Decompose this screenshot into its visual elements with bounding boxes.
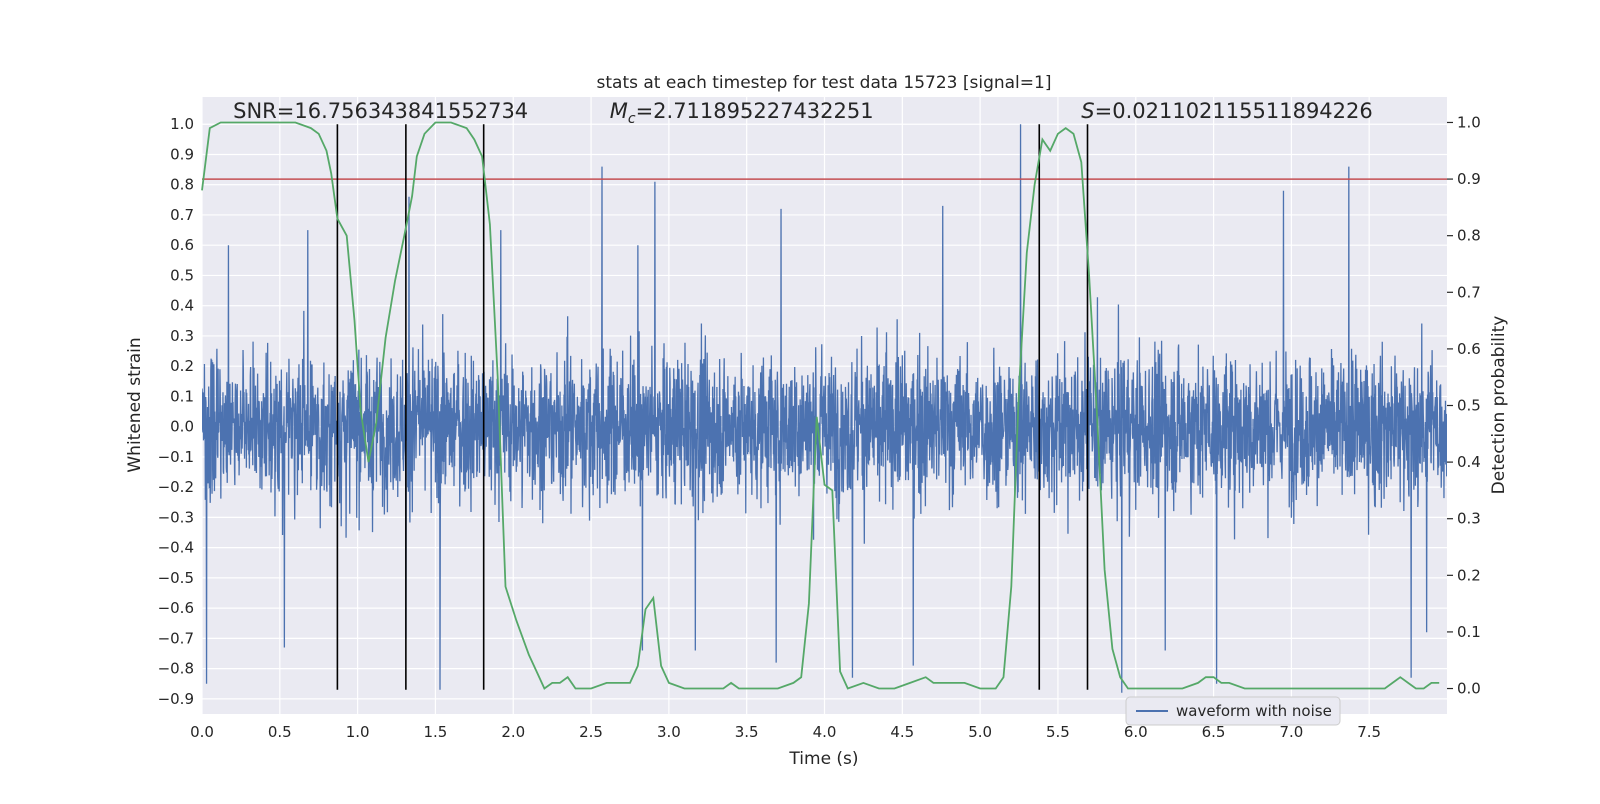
x-tick-label-10: 5.0	[968, 723, 992, 741]
x-tick-label-13: 6.5	[1202, 723, 1226, 741]
x-tick-label-0: 0.0	[190, 723, 214, 741]
y-right-tick-labels: 0.0 0.1 0.2 0.3 0.4 0.5 0.6 0.7 0.8 0.9 1.0	[1447, 113, 1481, 698]
x-tick-label-14: 7.0	[1279, 723, 1303, 741]
y-tick-label-16: 0.7	[170, 206, 194, 224]
y-right-tick-label-10: 1.0	[1457, 113, 1481, 131]
y-tick-label-9: 0.0	[170, 418, 194, 436]
y-right-tick-label-6: 0.6	[1457, 340, 1481, 358]
y-tick-labels: −0.9 −0.8 −0.7 −0.6 −0.5 −0.4 −0.3 −0.2 −0.1 0.0 0…	[158, 115, 194, 708]
x-tick-label-11: 5.5	[1046, 723, 1070, 741]
x-tick-label-1: 0.5	[268, 723, 292, 741]
x-tick-label-3: 1.5	[424, 723, 448, 741]
y-right-tick-label-5: 0.5	[1457, 397, 1481, 415]
y-axis-label: Whitened strain	[125, 337, 145, 472]
waveform-line	[202, 124, 1447, 693]
y-tick-label-4: −0.5	[158, 569, 194, 587]
y-tick-label-11: 0.2	[170, 357, 194, 375]
x-axis-label: Time (s)	[788, 749, 858, 769]
x-tick-label-4: 2.0	[501, 723, 525, 741]
y-right-tick-label-3: 0.3	[1457, 510, 1481, 528]
annotation-1: Mc=2.711895227432251	[610, 99, 874, 127]
y-tick-label-15: 0.6	[170, 236, 194, 254]
y-tick-label-17: 0.8	[170, 176, 194, 194]
y-right-tick-label-2: 0.2	[1457, 566, 1481, 584]
x-tick-label-9: 4.5	[890, 723, 914, 741]
y-right-axis-label: Detection probability	[1489, 316, 1509, 495]
y-tick-label-13: 0.4	[170, 297, 194, 315]
x-tick-labels: 0.0 0.5 1.0 1.5 2.0 2.5 3.0 3.5 4.0 4.5 5.0 5.5 6.0 6…	[190, 723, 1381, 741]
y-right-tick-label-0: 0.0	[1457, 680, 1481, 698]
annotation-2: S=0.021102115511894226	[1081, 99, 1372, 123]
y-tick-label-7: −0.2	[158, 478, 194, 496]
legend-box	[1125, 696, 1341, 726]
annotation-0: SNR=16.756343841552734	[233, 99, 528, 123]
x-tick-label-12: 6.0	[1124, 723, 1148, 741]
y-tick-label-14: 0.5	[170, 266, 194, 284]
x-tick-label-7: 3.5	[735, 723, 759, 741]
x-tick-label-5: 2.5	[579, 723, 603, 741]
chart-title: stats at each timestep for test data 157…	[597, 73, 1052, 93]
y-tick-label-1: −0.8	[158, 660, 194, 678]
y-tick-label-18: 0.9	[170, 145, 194, 163]
y-right-tick-label-4: 0.4	[1457, 453, 1481, 471]
annotations: SNR=16.756343841552734 Mc=2.7118952274322…	[233, 99, 1373, 127]
y-tick-label-3: −0.6	[158, 599, 194, 617]
y-right-tick-label-9: 0.9	[1457, 170, 1481, 188]
waveform-series	[202, 124, 1447, 693]
x-tick-label-2: 1.0	[346, 723, 370, 741]
y-tick-label-12: 0.3	[170, 327, 194, 345]
x-tick-label-8: 4.0	[813, 723, 837, 741]
legend-label: waveform with noise	[1176, 702, 1332, 720]
y-tick-label-8: −0.1	[158, 448, 194, 466]
y-tick-label-10: 0.1	[170, 387, 194, 405]
y-tick-label-19: 1.0	[170, 115, 194, 133]
y-right-tick-label-8: 0.8	[1457, 227, 1481, 245]
y-right-tick-label-1: 0.1	[1457, 623, 1481, 641]
x-tick-label-6: 3.0	[657, 723, 681, 741]
x-tick-label-15: 7.5	[1357, 723, 1381, 741]
probability-series	[201, 121, 1440, 690]
y-tick-label-5: −0.4	[158, 539, 194, 557]
y-tick-label-0: −0.9	[158, 690, 194, 708]
y-tick-label-6: −0.3	[158, 508, 194, 526]
probability-line	[201, 121, 1440, 690]
legend: waveform with noise	[1125, 696, 1341, 726]
y-right-tick-label-7: 0.7	[1457, 283, 1481, 301]
y-tick-label-2: −0.7	[158, 629, 194, 647]
